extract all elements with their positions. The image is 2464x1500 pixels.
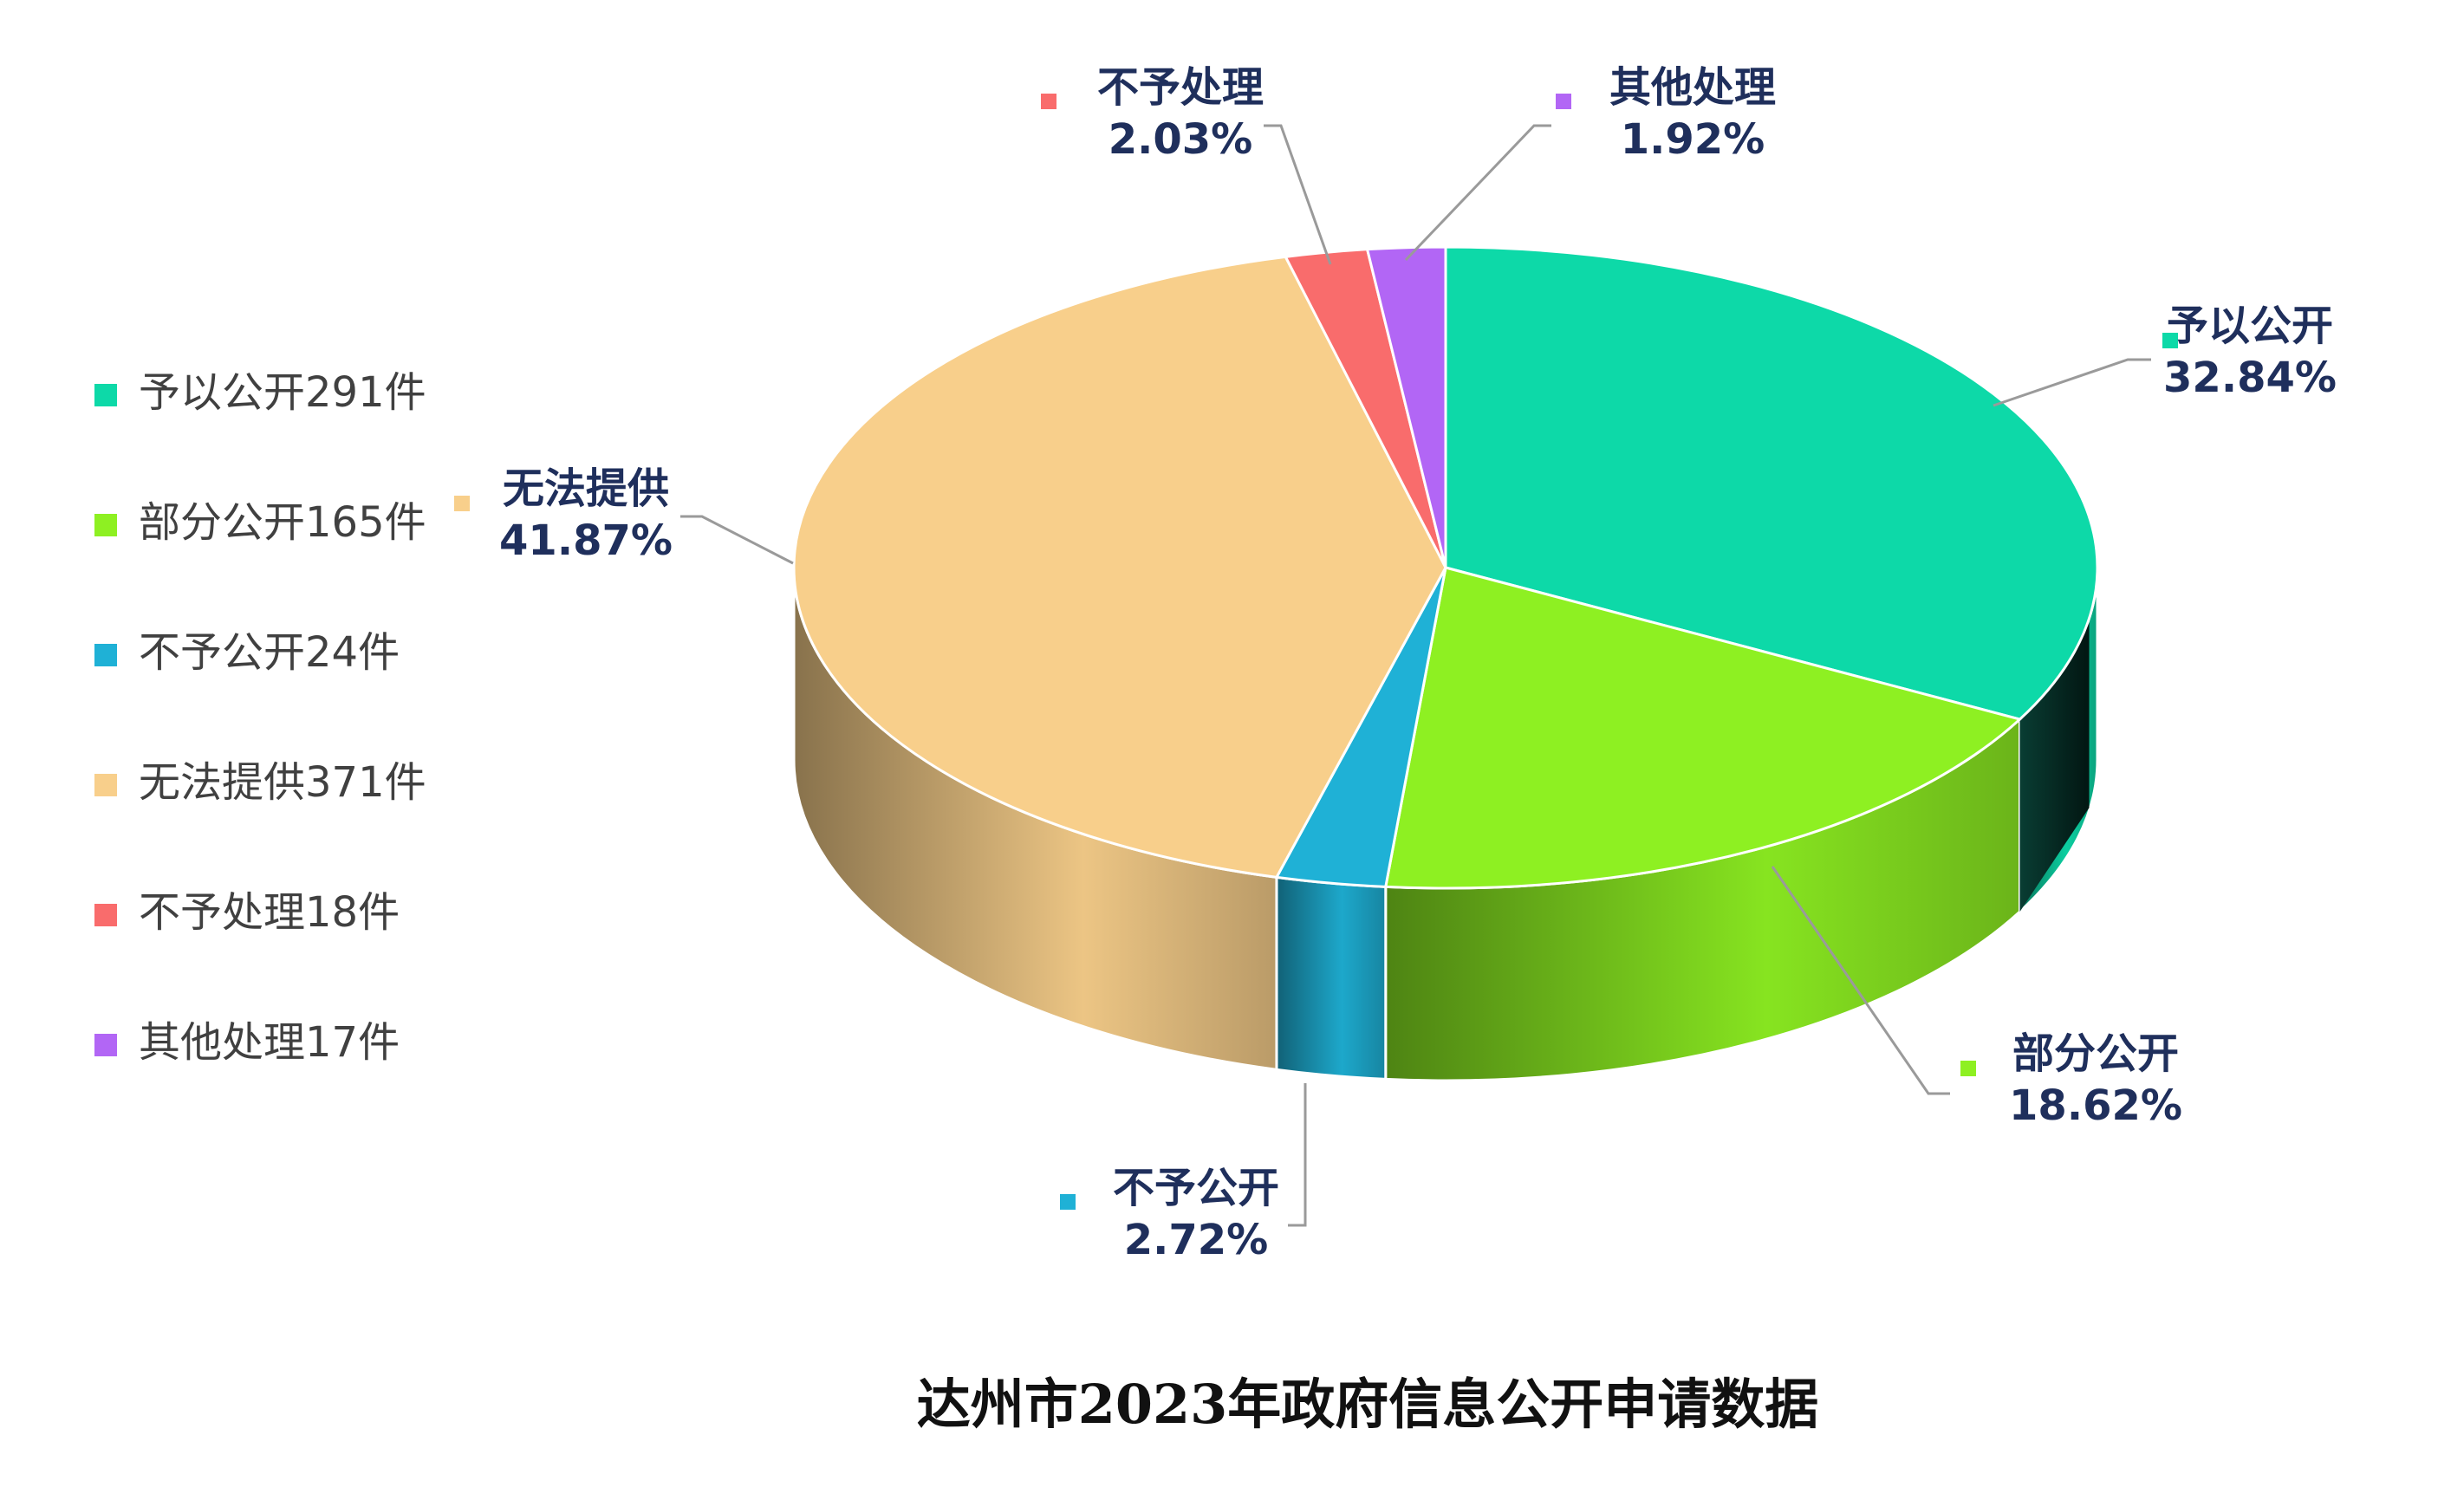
callout-marker-other	[1556, 94, 1571, 109]
chart-title: 达州市2023年政府信息公开申请数据	[917, 1373, 1819, 1436]
legend-swatch-unavailable	[91, 770, 120, 800]
legend-label-partial: 部分公开165件	[139, 498, 426, 547]
leader-line-withheld	[1288, 1083, 1307, 1227]
leader-line-partial	[1771, 866, 1950, 1095]
data-label-percent-unavailable: 41.87%	[499, 516, 673, 565]
leader-line-other	[1404, 124, 1551, 262]
leader-line-open	[1993, 358, 2151, 407]
legend-swatch-other	[91, 1030, 120, 1060]
data-label-name-other: 其他处理	[1609, 63, 1776, 112]
legend-label-other: 其他处理17件	[139, 1018, 400, 1067]
pie-side-withheld	[1275, 875, 1388, 1081]
callout-marker-withheld	[1060, 1194, 1076, 1210]
legend-label-withheld: 不予公开24件	[139, 628, 400, 677]
leader-lines	[680, 124, 2151, 1227]
legend-label-open: 予以公开291件	[139, 368, 426, 417]
legend-swatch-not-handled	[91, 900, 120, 930]
legend-swatch-partial	[91, 510, 120, 540]
pie-slice-other	[1365, 245, 1447, 568]
legend-item-open: 予以公开291件	[91, 368, 426, 417]
callout-marker-open	[2162, 333, 2178, 348]
data-label-percent-not-handled: 2.03%	[1108, 115, 1253, 164]
legend-label-unavailable: 无法提供371件	[139, 758, 426, 807]
data-label-name-unavailable: 无法提供	[503, 464, 669, 513]
pie-top	[792, 245, 2099, 890]
legend-item-not-handled: 不予处理18件	[91, 888, 400, 937]
data-label-name-open: 予以公开	[2167, 302, 2333, 350]
legend-item-other: 其他处理17件	[91, 1018, 400, 1067]
legend-swatch-open	[91, 380, 120, 410]
data-label-name-not-handled: 不予处理	[1097, 63, 1264, 112]
callout-marker-unavailable	[454, 496, 470, 511]
legend-item-withheld: 不予公开24件	[91, 628, 400, 677]
data-label-name-withheld: 不予公开	[1113, 1164, 1279, 1212]
leader-line-not-handled	[1264, 124, 1332, 265]
callout-marker-not-handled	[1041, 94, 1056, 109]
data-label-percent-other: 1.92%	[1621, 115, 1765, 164]
data-label-percent-open: 32.84%	[2163, 354, 2337, 402]
legend: 予以公开291件部分公开165件不予公开24件无法提供371件不予处理18件其他…	[91, 368, 426, 1067]
legend-item-unavailable: 无法提供371件	[91, 758, 426, 807]
data-label-percent-withheld: 2.72%	[1124, 1216, 1269, 1264]
legend-swatch-withheld	[91, 640, 120, 670]
callout-marker-partial	[1960, 1061, 1976, 1076]
pie-slice-unavailable	[792, 255, 1447, 879]
pie-slice-partial	[1383, 566, 2023, 890]
pie-inner-edge	[2019, 615, 2090, 912]
legend-label-not-handled: 不予处理18件	[139, 888, 400, 937]
leader-line-unavailable	[680, 515, 794, 565]
legend-item-partial: 部分公开165件	[91, 498, 426, 547]
pie-sides	[792, 567, 2099, 1082]
pie-slice-open	[1444, 245, 2099, 721]
data-label-percent-partial: 18.62%	[2009, 1081, 2182, 1130]
data-label-name-partial: 部分公开	[2012, 1029, 2179, 1078]
